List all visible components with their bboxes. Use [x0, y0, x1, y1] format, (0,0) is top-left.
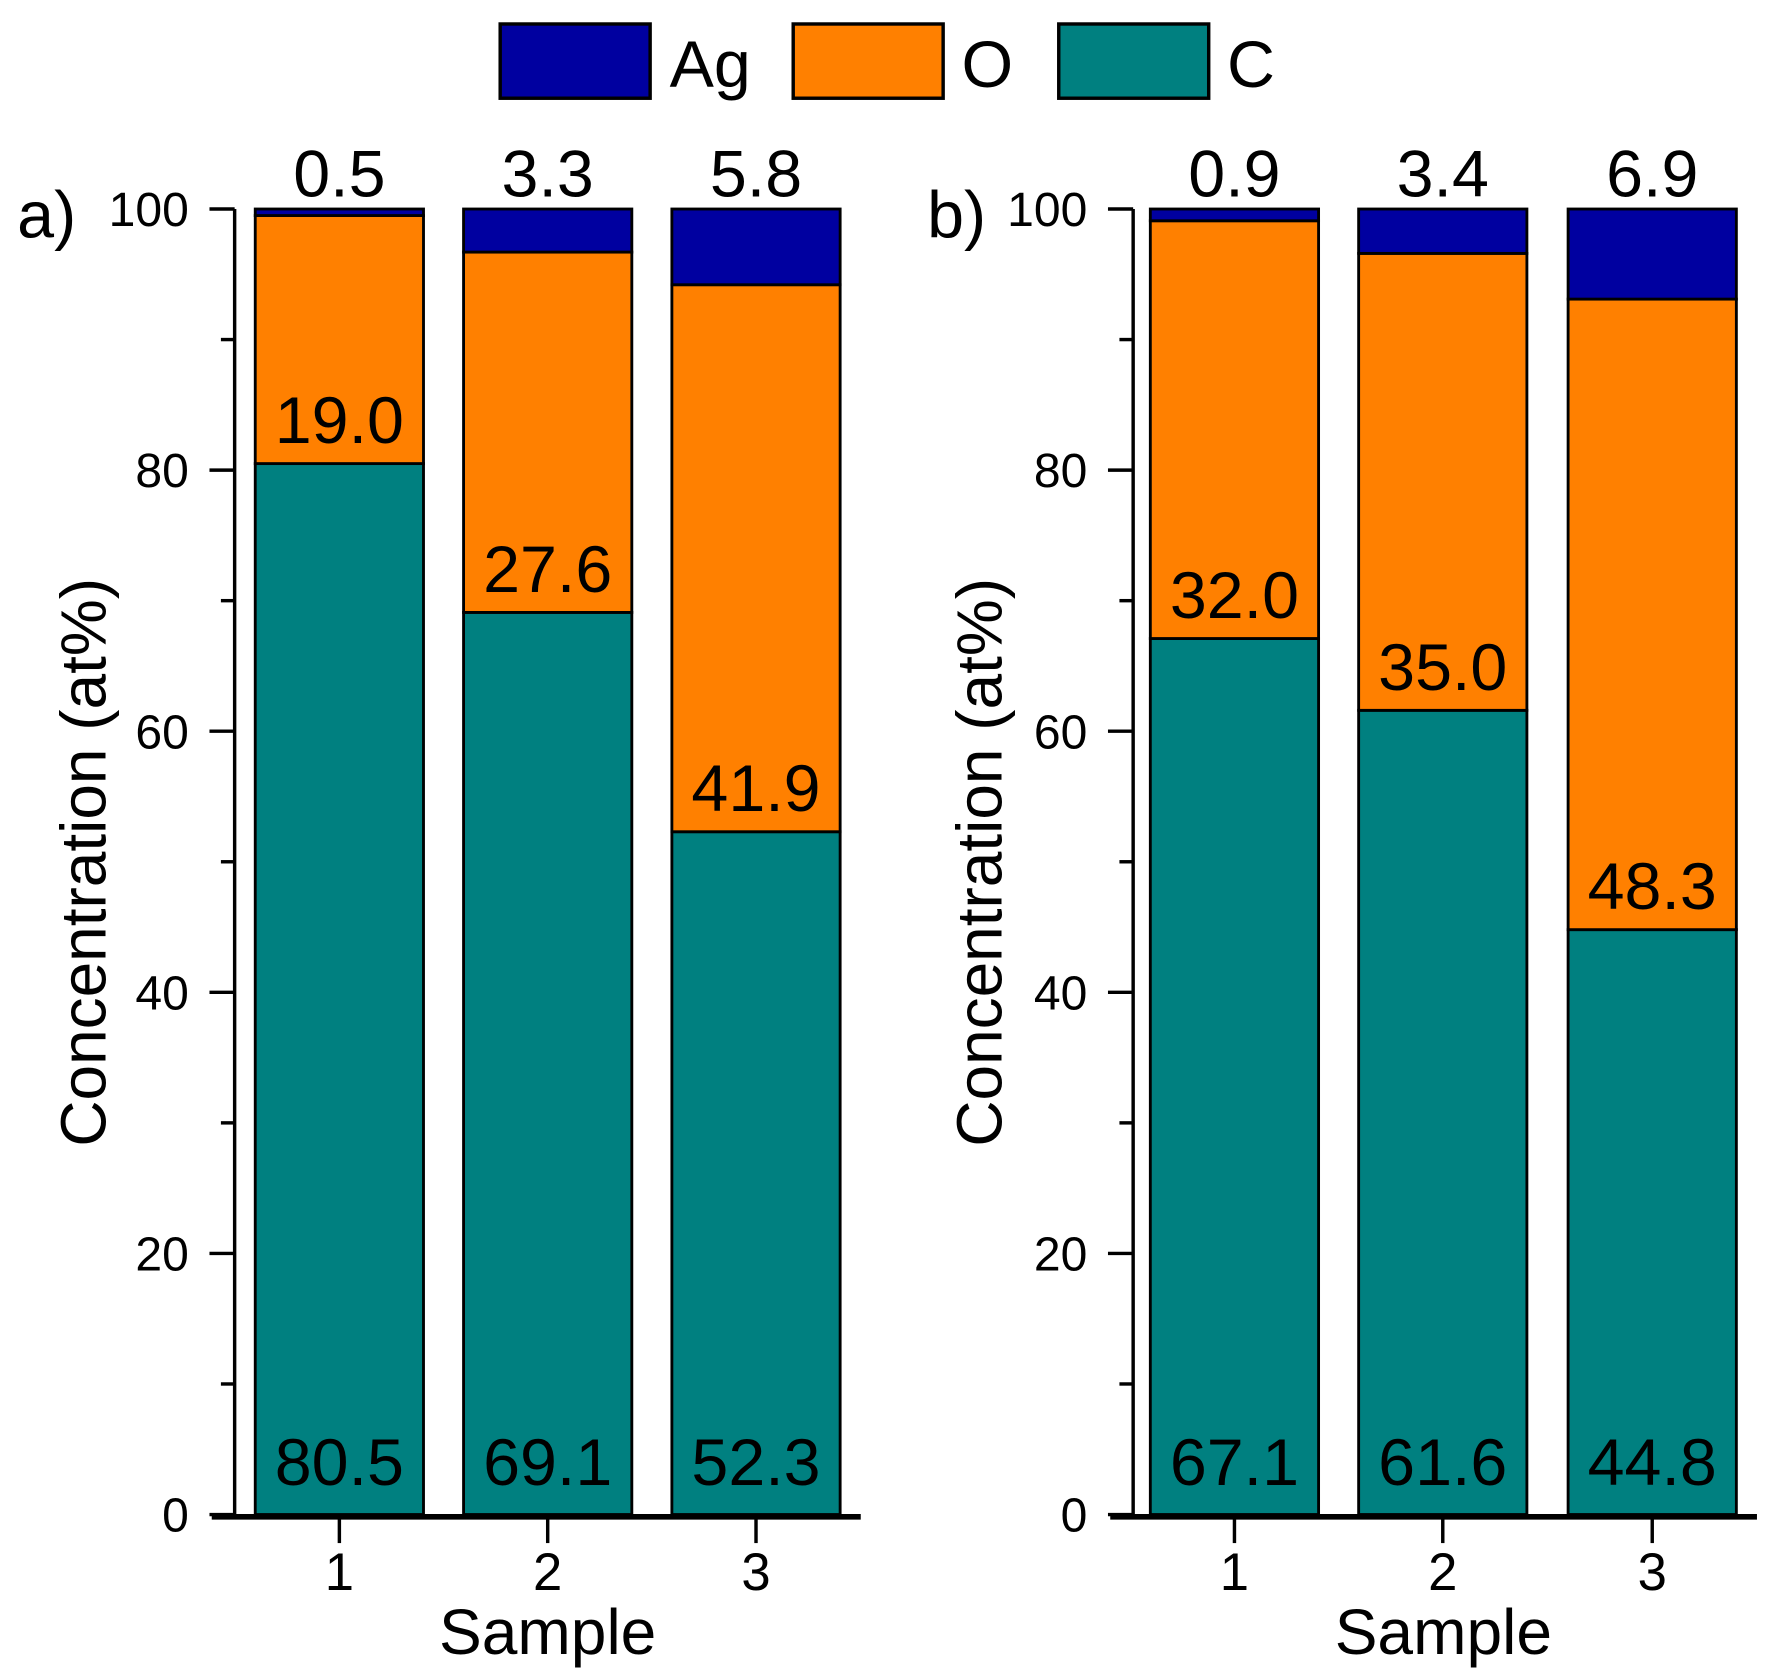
- x-tick-label: 1: [1220, 1543, 1249, 1602]
- panel-label: a): [17, 179, 76, 253]
- panel-b: b) 67.1 32.0 0.9 1 61.6 35.0 3.4 2 44.8 48.3 6.9 3 0 2…: [927, 138, 1757, 1668]
- bar-c-sample-3: [1566, 928, 1738, 1516]
- y-tick-label: 100: [109, 184, 189, 237]
- x-tick-label: 3: [741, 1543, 770, 1602]
- bar-c-sample-2: [1357, 708, 1529, 1516]
- y-tick-label: 20: [135, 1229, 188, 1282]
- x-axis-title: Sample: [1335, 1596, 1552, 1668]
- data-label-o: 27.6: [483, 533, 612, 607]
- legend-swatch-c: [1057, 22, 1211, 100]
- x-axis-title: Sample: [439, 1596, 656, 1668]
- bar-o-sample-2: [462, 250, 634, 614]
- y-tick-label: 0: [1061, 1490, 1088, 1543]
- bar-ag-sample-2: [462, 207, 634, 254]
- data-label-o: 19.0: [275, 384, 404, 458]
- x-tick-label: 2: [533, 1543, 562, 1602]
- data-label-c: 80.5: [275, 1426, 404, 1500]
- y-tick-label: 40: [1034, 968, 1087, 1021]
- panel-a: a) 80.5 19.0 0.5 1 69.1 27.6 3.3 2 52.3 41.9 5.8 3 0 2…: [17, 138, 861, 1668]
- data-label-c: 69.1: [483, 1426, 612, 1500]
- panel-label: b): [927, 179, 986, 253]
- data-label-o: 35.0: [1378, 631, 1507, 705]
- data-label-c: 52.3: [691, 1426, 820, 1500]
- y-axis-title: Concentration (at%): [47, 578, 119, 1147]
- data-label-o: 41.9: [691, 752, 820, 826]
- bar-ag-sample-1: [253, 207, 425, 217]
- bar-o-sample-1: [1148, 219, 1321, 640]
- data-label-ag: 0.5: [293, 138, 385, 212]
- x-tick-label: 1: [325, 1543, 354, 1602]
- legend-swatch-ag: [498, 22, 652, 100]
- data-label-ag: 5.8: [710, 138, 802, 212]
- bar-c-sample-1: [253, 462, 425, 1516]
- y-tick-label: 0: [162, 1490, 189, 1543]
- legend: Ag O C: [498, 22, 1275, 102]
- y-tick-label: 60: [1034, 706, 1087, 759]
- bar-c-sample-3: [670, 830, 842, 1516]
- y-tick-label: 100: [1007, 184, 1087, 237]
- bar-ag-sample-3: [1566, 207, 1738, 301]
- bar-o-sample-2: [1357, 251, 1529, 712]
- y-tick-label: 60: [135, 706, 188, 759]
- y-tick-label: 80: [1034, 445, 1087, 498]
- y-axis-title: Concentration (at%): [943, 578, 1015, 1147]
- y-tick-label: 80: [135, 445, 188, 498]
- data-label-ag: 3.3: [502, 138, 594, 212]
- data-label-o: 48.3: [1588, 850, 1717, 924]
- data-label-c: 67.1: [1170, 1426, 1299, 1500]
- y-tick-label: 20: [1034, 1229, 1087, 1282]
- bar-ag-sample-3: [670, 207, 842, 287]
- bar-ag-sample-1: [1148, 207, 1321, 223]
- data-label-c: 44.8: [1588, 1426, 1717, 1500]
- legend-swatch-o: [791, 22, 945, 100]
- x-tick-label: 3: [1638, 1543, 1667, 1602]
- bar-c-sample-2: [462, 610, 634, 1516]
- data-label-ag: 0.9: [1188, 138, 1280, 212]
- x-tick-label: 2: [1428, 1543, 1457, 1602]
- bar-o-sample-3: [1566, 297, 1738, 932]
- data-label-o: 32.0: [1170, 559, 1299, 633]
- bar-c-sample-1: [1148, 637, 1321, 1516]
- legend-label-ag: Ag: [670, 28, 751, 102]
- data-label-c: 61.6: [1378, 1426, 1507, 1500]
- y-tick-label: 40: [135, 968, 188, 1021]
- legend-label-o: O: [961, 28, 1013, 102]
- bar-o-sample-1: [253, 214, 425, 466]
- data-label-ag: 3.4: [1397, 138, 1489, 212]
- bar-o-sample-3: [670, 283, 842, 834]
- bar-ag-sample-2: [1357, 207, 1529, 255]
- data-label-ag: 6.9: [1606, 138, 1698, 212]
- legend-label-c: C: [1227, 28, 1275, 102]
